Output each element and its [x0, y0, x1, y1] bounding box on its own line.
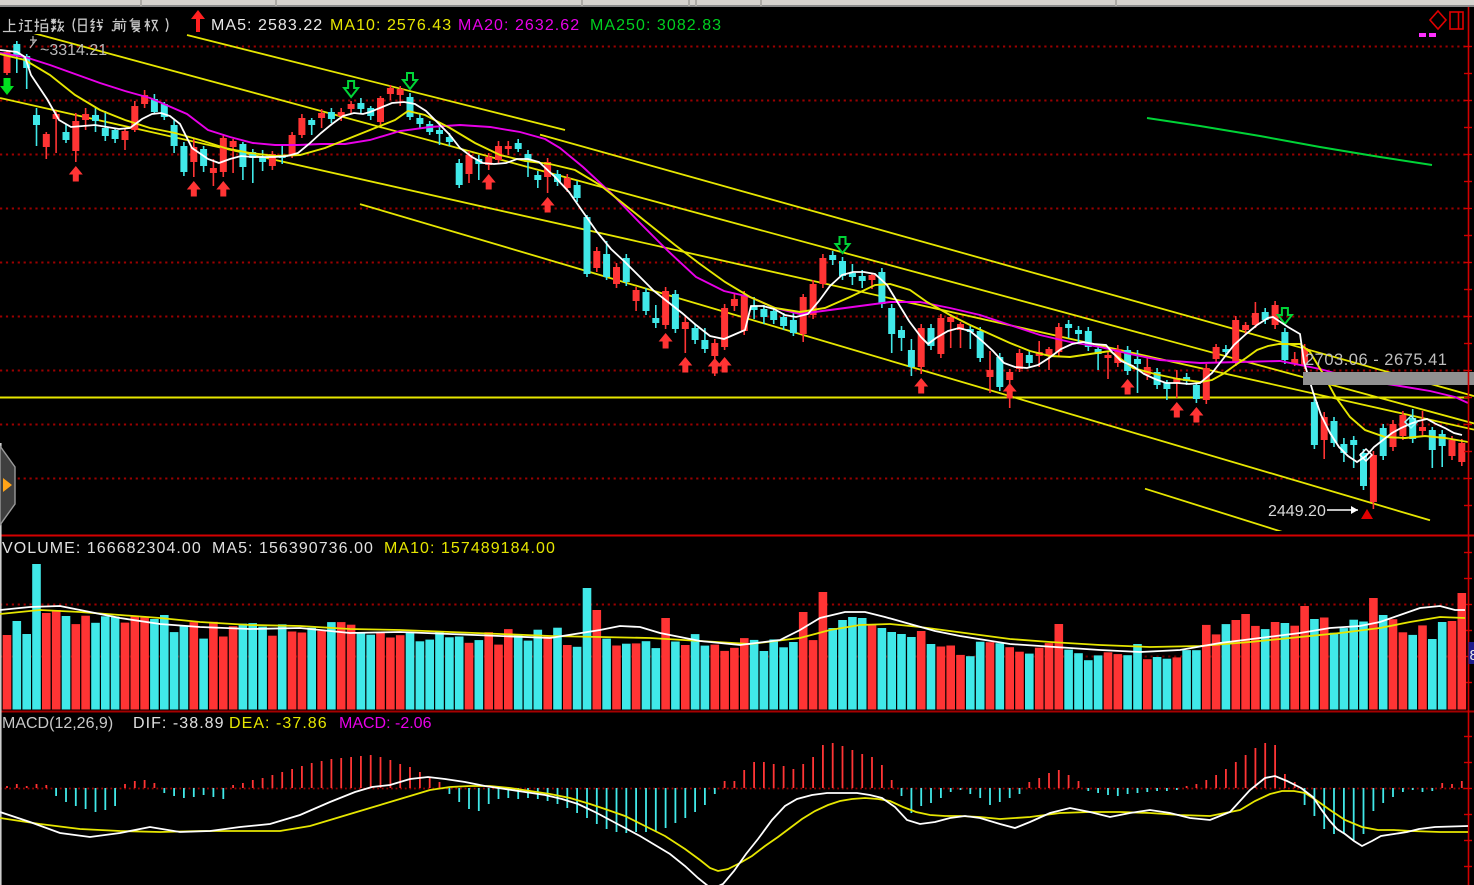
- svg-text:MACD: -2.06: MACD: -2.06: [339, 715, 432, 732]
- svg-text:8: 8: [1470, 647, 1474, 664]
- svg-text:MA5: 2583.22: MA5: 2583.22: [211, 17, 323, 34]
- svg-text:VOLUME: 166682304.00: VOLUME: 166682304.00: [2, 540, 202, 557]
- svg-text:MACD(12,26,9): MACD(12,26,9): [2, 715, 113, 732]
- svg-text:2449.20: 2449.20: [1268, 503, 1326, 520]
- svg-text:MA10: 157489184.00: MA10: 157489184.00: [384, 540, 556, 557]
- svg-text:DIF: -38.89: DIF: -38.89: [133, 715, 225, 732]
- svg-text:2703.06 - 2675.41: 2703.06 - 2675.41: [1305, 351, 1447, 369]
- svg-text:MA5: 156390736.00: MA5: 156390736.00: [212, 540, 374, 557]
- svg-text:MA250: 3082.83: MA250: 3082.83: [590, 17, 722, 34]
- svg-text:DEA: -37.86: DEA: -37.86: [229, 715, 328, 732]
- svg-text:MA20: 2632.62: MA20: 2632.62: [458, 17, 580, 34]
- svg-text:~3314.21: ~3314.21: [40, 42, 107, 59]
- svg-text:MA10: 2576.43: MA10: 2576.43: [330, 17, 452, 34]
